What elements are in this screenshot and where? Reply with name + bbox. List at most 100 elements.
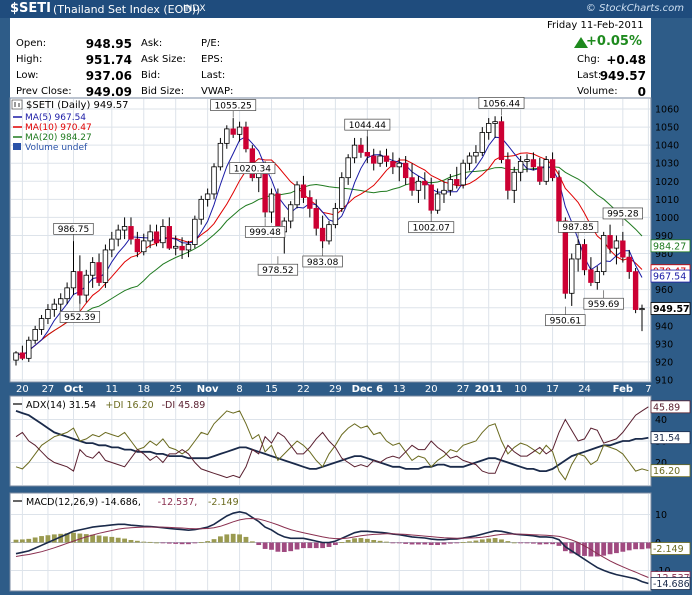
macd-histogram-bar xyxy=(441,542,447,545)
candle-body xyxy=(224,128,230,144)
candle-body xyxy=(287,204,294,222)
pe-label: P/E: xyxy=(201,38,221,49)
bid-size-label: Bid Size: xyxy=(141,86,185,97)
price-y-tick-label: 910 xyxy=(655,376,673,387)
candle-body xyxy=(268,193,275,213)
candle-body xyxy=(134,238,141,253)
brand-logo[interactable]: © StockCharts.com xyxy=(585,3,684,14)
macd-histogram-bar xyxy=(594,542,600,557)
macd-histogram-bar xyxy=(288,542,294,552)
macd-right-tags: -2.149-12.537-14.686 xyxy=(650,542,691,590)
candle-body xyxy=(236,126,243,135)
macd-histogram-bar xyxy=(499,539,504,543)
candle-body xyxy=(377,155,383,164)
adx-title-part: +DI 16.20 xyxy=(105,400,153,411)
adx-title: ADX(14) 31.54 +DI 16.20 -DI 45.89 xyxy=(13,400,205,411)
bid-label: Bid: xyxy=(141,70,161,81)
macd-series-line xyxy=(15,517,649,578)
annotation-box xyxy=(244,226,286,238)
macd-histogram-bar xyxy=(313,542,319,549)
annotation-label: 959.69 xyxy=(588,300,620,310)
macd-histogram-bar xyxy=(230,533,236,543)
candle-body xyxy=(192,218,198,245)
price-x-tick-label: Oct xyxy=(64,384,83,395)
open-label: Open: xyxy=(16,38,47,49)
macd-histogram-bar xyxy=(26,538,32,543)
candle-body xyxy=(556,177,562,222)
candle-body xyxy=(307,197,313,209)
price-x-tick-label: 22 xyxy=(297,384,310,395)
macd-histogram-bar xyxy=(275,542,281,552)
price-legend: $SETI (Daily) 949.57 MA(5) 967.54MA(10) … xyxy=(11,99,129,153)
macd-histogram-bar xyxy=(134,540,140,543)
candle-body xyxy=(575,244,581,260)
price-x-tick-label: 2011 xyxy=(475,384,503,395)
macd-histogram-bar xyxy=(205,541,211,543)
candle-body xyxy=(45,309,51,319)
symbol-title[interactable]: $SETI xyxy=(10,1,51,16)
candle-icon xyxy=(14,102,20,107)
candle-body xyxy=(371,155,377,164)
macd-histogram-bar xyxy=(371,539,377,543)
open-value: 948.95 xyxy=(85,37,132,51)
prev-close-value: 949.09 xyxy=(85,85,132,99)
price-x-tick-label: 8 xyxy=(236,384,242,395)
macd-histogram-bar xyxy=(511,542,517,544)
macd-histogram-bar xyxy=(569,542,575,554)
price-x-tick-label: Dec 6 xyxy=(352,384,383,395)
price-x-tick-label: Feb xyxy=(613,384,633,395)
macd-histogram-bar xyxy=(473,540,479,543)
price-title: $SETI (Daily) 949.57 xyxy=(26,100,129,111)
macd-title-part: -2.149 xyxy=(208,497,239,508)
candle-body xyxy=(460,162,466,186)
candle-body xyxy=(402,162,409,179)
macd-histogram-bar xyxy=(384,541,389,543)
adx-title-part: ADX(14) 31.54 xyxy=(26,400,96,411)
price-annotations: 986.75 952.39 1055.25 999.48 1020.34 978.52 98… xyxy=(53,97,643,326)
macd-histogram-bar xyxy=(19,539,25,543)
price-x-tick-label: 10 xyxy=(514,384,527,395)
candle-body xyxy=(479,132,486,153)
last-price-label: Last: xyxy=(577,70,602,81)
candle-body xyxy=(345,157,351,179)
vwap-label: VWAP: xyxy=(201,86,234,97)
candle-body xyxy=(454,179,460,186)
macd-histogram-bar xyxy=(364,538,370,543)
annotation-box xyxy=(229,162,276,175)
macd-histogram-bar xyxy=(352,538,357,543)
macd-histogram-bar xyxy=(339,542,345,544)
annotation-label: 1020.34 xyxy=(234,164,271,174)
macd-histogram-bar xyxy=(467,541,472,543)
macd-histogram-bar xyxy=(639,542,645,550)
annotation-box xyxy=(210,99,257,111)
candle-body xyxy=(466,155,473,164)
macd-histogram-bar xyxy=(109,536,115,543)
candle-body xyxy=(543,159,549,182)
macd-histogram-bar xyxy=(256,542,262,546)
price-y-tick-label: 1040 xyxy=(655,141,679,152)
candle-body xyxy=(517,161,524,173)
price-x-tick-label: 18 xyxy=(137,384,150,395)
candle-body xyxy=(198,198,204,220)
candle-body xyxy=(102,249,109,283)
macd-histogram-bar xyxy=(422,542,428,545)
price-x-tick-label: Nov xyxy=(197,384,219,395)
ma10-line xyxy=(15,152,643,357)
macd-histogram-bar xyxy=(186,542,191,545)
macd-histogram-bar xyxy=(307,542,313,549)
prev-close-label: Prev Close: xyxy=(16,86,72,97)
last-label: Last: xyxy=(201,70,226,81)
adx-right-tag-box xyxy=(650,431,691,445)
adx-y-tick-label: 40 xyxy=(655,415,667,426)
macd-histogram-bar xyxy=(486,538,492,543)
annotation-label: 1002.07 xyxy=(413,223,450,233)
candle-body xyxy=(121,226,128,231)
high-label: High: xyxy=(16,54,43,65)
annotation-box xyxy=(59,311,101,323)
macd-right-tag: -2.149 xyxy=(653,544,684,555)
ask-size-label: Ask Size: xyxy=(141,54,186,65)
candle-body xyxy=(434,193,441,211)
macd-title-part: MACD(12,26,9) -14.686, xyxy=(26,497,141,508)
